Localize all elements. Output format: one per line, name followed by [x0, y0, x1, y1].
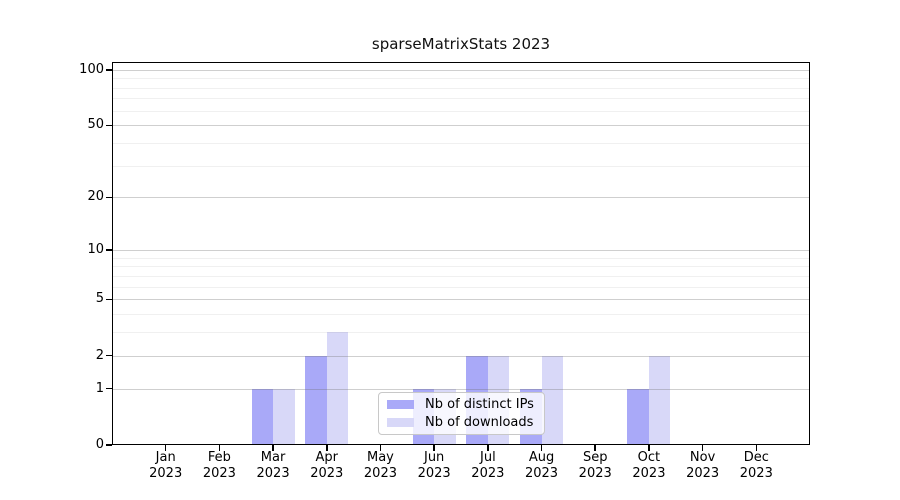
bar-downloads-aug [541, 355, 564, 445]
y-tickmark [106, 298, 112, 301]
y-tick-label: 50 [87, 117, 104, 133]
legend-item-downloads: Nb of downloads [387, 415, 536, 430]
major-gridline [112, 125, 810, 127]
minor-gridline [112, 286, 810, 288]
x-tick-label: Nov 2023 [686, 450, 720, 481]
bar-downloads-oct [648, 355, 671, 445]
x-tick-label: Oct 2023 [632, 450, 666, 481]
y-tick-label: 2 [95, 347, 104, 363]
bar-downloads-apr [326, 332, 349, 445]
y-tick-label: 20 [87, 189, 104, 205]
minor-gridline [112, 98, 810, 100]
y-tick-label: 10 [87, 242, 104, 258]
x-tickmark [648, 445, 650, 451]
x-tickmark [218, 445, 221, 451]
y-tickmark [106, 124, 112, 127]
legend-item-distinct-ips: Nb of distinct IPs [387, 397, 536, 412]
y-tickmark [106, 196, 112, 199]
minor-gridline [112, 110, 810, 112]
plot-area [106, 62, 810, 451]
minor-gridline [112, 87, 810, 89]
minor-gridline [112, 332, 810, 334]
minor-gridline [112, 143, 810, 145]
major-gridline [112, 299, 810, 301]
major-gridline [112, 250, 810, 252]
y-tick-label: 1 [95, 380, 104, 396]
bar-distinct-ips-mar [251, 388, 274, 445]
legend-label-downloads: Nb of downloads [425, 414, 534, 430]
tickmarks-layer [106, 62, 810, 451]
x-tick-label: Apr 2023 [310, 450, 344, 481]
minor-gridline [112, 314, 810, 316]
x-tick-label: Feb 2023 [202, 450, 236, 481]
x-tick-label: Jan 2023 [149, 450, 183, 481]
x-tickmark [594, 445, 597, 451]
minor-gridline [112, 275, 810, 277]
y-tickmark [106, 444, 112, 446]
minor-gridline [112, 257, 810, 259]
x-tick-label: Aug 2023 [524, 450, 559, 481]
y-tick-label: 5 [95, 291, 104, 307]
y-tick-label: 0 [95, 437, 104, 452]
y-tickmark [106, 354, 112, 357]
legend-swatch-downloads-icon [387, 417, 414, 427]
minor-gridline [112, 266, 810, 268]
x-tick-label: Sep 2023 [578, 450, 612, 481]
x-tickmark [164, 445, 167, 451]
x-tickmark [433, 445, 435, 451]
x-tickmark [755, 445, 758, 451]
x-tickmark [272, 445, 274, 451]
x-tickmark [701, 445, 704, 451]
x-tick-label: Dec 2023 [739, 450, 773, 481]
legend-swatch-distinct-ips-icon [387, 400, 414, 410]
x-tickmark [379, 445, 382, 451]
x-tickmark [325, 445, 328, 451]
y-tickmark [106, 69, 112, 71]
y-tickmark [106, 249, 112, 251]
x-tick-label: Mar 2023 [256, 450, 290, 481]
x-tick-label: May 2023 [363, 450, 397, 481]
major-gridline [112, 197, 810, 199]
legend: Nb of distinct IPs Nb of downloads [378, 392, 545, 435]
major-gridline [112, 69, 810, 71]
major-gridline [112, 388, 810, 390]
chart-title: sparseMatrixStats 2023 [371, 35, 551, 53]
bar-downloads-mar [273, 388, 295, 445]
bar-distinct-ips-apr [305, 355, 327, 445]
x-tick-label: Jul 2023 [471, 450, 505, 481]
x-tick-label: Jun 2023 [417, 450, 451, 481]
x-tickmark [487, 445, 489, 451]
major-gridline [112, 355, 810, 357]
minor-gridline [112, 78, 810, 80]
y-tick-label: 100 [79, 61, 104, 77]
gridlines-layer [112, 62, 810, 445]
bar-distinct-ips-oct [627, 388, 649, 445]
x-tickmark [540, 445, 543, 451]
y-tickmark [106, 387, 112, 390]
minor-gridline [112, 165, 810, 167]
legend-label-distinct-ips: Nb of distinct IPs [425, 397, 534, 413]
